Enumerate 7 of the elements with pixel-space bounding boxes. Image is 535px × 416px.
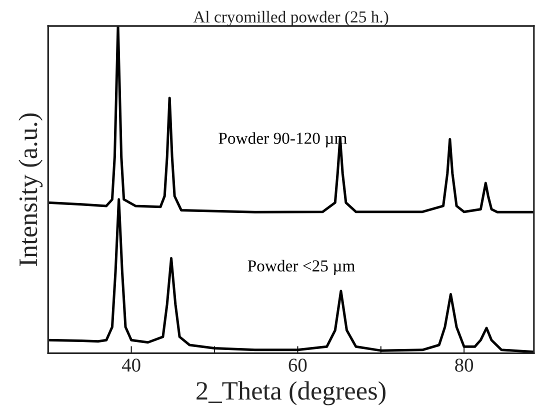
x-axis-title: 2_Theta (degrees) (196, 381, 386, 406)
chart-title: Al cryomilled powder (25 h.) (193, 10, 388, 26)
x-tick-label: 80 (455, 358, 474, 372)
x-tick-label: 40 (122, 358, 140, 372)
y-axis-title: Intensity (a.u.) (18, 113, 43, 266)
series-label: Powder <25 µm (248, 260, 355, 275)
x-tick-label: 60 (288, 358, 307, 372)
